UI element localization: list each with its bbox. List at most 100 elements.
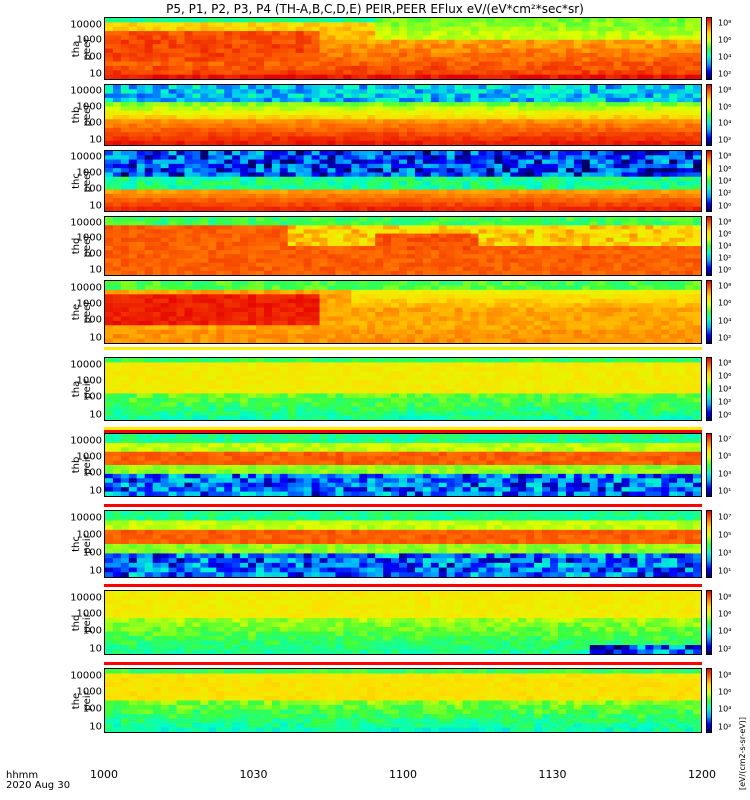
heatmap-cell bbox=[208, 325, 217, 331]
heatmap-cell bbox=[438, 303, 448, 309]
heatmap-cell bbox=[605, 123, 615, 129]
heatmap-cell bbox=[581, 97, 591, 103]
heatmap-cell bbox=[200, 155, 209, 161]
heatmap-cell bbox=[438, 52, 448, 58]
heatmap-cell bbox=[685, 176, 694, 182]
heatmap-cell bbox=[621, 229, 631, 235]
heatmap-cell bbox=[128, 198, 138, 204]
heatmap-cell bbox=[295, 312, 305, 318]
heatmap-cell bbox=[168, 18, 178, 23]
heatmap-cell bbox=[399, 110, 408, 116]
heatmap-cell bbox=[359, 127, 368, 133]
heatmap-cell bbox=[295, 132, 305, 138]
heatmap-cell bbox=[128, 185, 138, 191]
heatmap-cell bbox=[494, 35, 503, 41]
heatmap-cell bbox=[136, 312, 146, 318]
heatmap-cell bbox=[287, 303, 297, 309]
heatmap-cell bbox=[510, 202, 519, 208]
heatmap-cell bbox=[573, 176, 583, 182]
heatmap-cell bbox=[335, 57, 344, 63]
heatmap-cell bbox=[470, 221, 480, 226]
heatmap-cell bbox=[359, 140, 368, 145]
heatmap-cell bbox=[168, 221, 178, 226]
heatmap-cell bbox=[216, 281, 225, 287]
heatmap-cell bbox=[669, 151, 678, 156]
heatmap-cell bbox=[653, 229, 662, 235]
heatmap-cell bbox=[669, 61, 678, 67]
heatmap-cell bbox=[486, 159, 495, 165]
heatmap-cell bbox=[319, 294, 329, 300]
heatmap-cell bbox=[311, 89, 321, 95]
heatmap-cell bbox=[152, 93, 162, 99]
heatmap-cell bbox=[295, 127, 305, 133]
heatmap-cell bbox=[589, 241, 599, 247]
heatmap-cell bbox=[136, 151, 146, 156]
heatmap-cell bbox=[422, 172, 432, 178]
heatmap-cell bbox=[224, 31, 233, 37]
heatmap-cell bbox=[200, 202, 209, 208]
heatmap-cell bbox=[621, 193, 631, 199]
heatmap-cell bbox=[367, 193, 376, 199]
heatmap-cell bbox=[176, 31, 186, 37]
heatmap-cell bbox=[232, 237, 241, 243]
heatmap-cell bbox=[478, 132, 488, 138]
heatmap-cell bbox=[255, 52, 265, 58]
heatmap-cell bbox=[613, 102, 623, 108]
heatmap-cell bbox=[406, 140, 416, 145]
heatmap-cell bbox=[136, 202, 146, 208]
heatmap-cell bbox=[414, 289, 424, 295]
heatmap-cell bbox=[494, 241, 503, 247]
heatmap-cell bbox=[279, 39, 289, 45]
heatmap-cell bbox=[287, 225, 297, 231]
heatmap-cell bbox=[414, 110, 424, 116]
heatmap-cell bbox=[319, 338, 329, 343]
heatmap-cell bbox=[303, 225, 313, 231]
heatmap-cell bbox=[192, 198, 201, 204]
heatmap-cell bbox=[653, 172, 662, 178]
heatmap-cell bbox=[462, 74, 472, 79]
heatmap-cell bbox=[573, 65, 583, 71]
heatmap-cell bbox=[565, 151, 575, 156]
heatmap-cell bbox=[240, 250, 249, 255]
heatmap-cell bbox=[240, 155, 249, 161]
heatmap-cell bbox=[295, 176, 305, 182]
heatmap-cell bbox=[399, 217, 408, 222]
heatmap-cell bbox=[303, 151, 313, 156]
heatmap-cell bbox=[176, 262, 186, 268]
heatmap-cell bbox=[287, 281, 297, 287]
heatmap-cell bbox=[128, 136, 138, 142]
heatmap-cell bbox=[335, 217, 344, 222]
heatmap-cell bbox=[152, 334, 162, 340]
heatmap-cell bbox=[224, 132, 233, 138]
heatmap-cell bbox=[637, 155, 646, 161]
heatmap-cell bbox=[677, 193, 686, 199]
heatmap-cell bbox=[184, 254, 194, 260]
heatmap-cell bbox=[232, 115, 241, 120]
heatmap-cell bbox=[287, 168, 297, 174]
heatmap-cell bbox=[160, 132, 170, 138]
heatmap-cell bbox=[542, 102, 551, 108]
heatmap-cell bbox=[693, 22, 701, 28]
heatmap-cell bbox=[319, 159, 329, 165]
heatmap-cell bbox=[105, 329, 114, 335]
heatmap-cell bbox=[629, 270, 639, 275]
heatmap-cell bbox=[351, 132, 360, 138]
heatmap-cell bbox=[271, 115, 281, 120]
heatmap-cell bbox=[383, 233, 392, 239]
heatmap-cell bbox=[685, 181, 694, 186]
heatmap-cell bbox=[248, 132, 257, 138]
heatmap-cell bbox=[542, 250, 551, 255]
heatmap-cell bbox=[565, 237, 575, 243]
heatmap-cell bbox=[112, 151, 122, 156]
heatmap-cell bbox=[105, 102, 114, 108]
heatmap-cell bbox=[534, 115, 543, 120]
heatmap-cell bbox=[152, 325, 162, 331]
heatmap-cell bbox=[367, 159, 376, 165]
heatmap-cell bbox=[176, 198, 186, 204]
heatmap-cell bbox=[470, 312, 480, 318]
heatmap-cell bbox=[534, 65, 543, 71]
heatmap-cell bbox=[383, 307, 392, 313]
heatmap-cell bbox=[136, 26, 146, 32]
heatmap-cell bbox=[430, 320, 440, 326]
heatmap-cell bbox=[462, 22, 472, 28]
